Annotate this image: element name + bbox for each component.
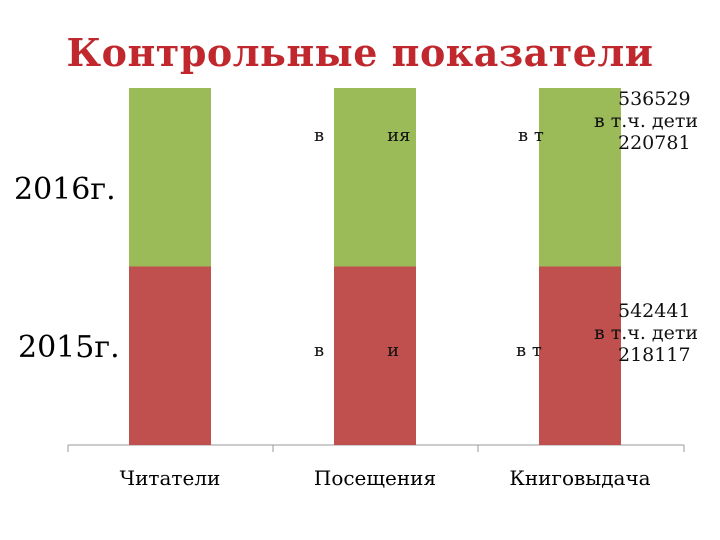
fragment-knigovydacha-2015: в т [516,340,542,361]
annotation-2016-children-label: в т.ч. дети [594,110,699,132]
chart-title: Контрольные показатели [66,30,654,75]
bar-3-series-2 [539,88,621,267]
annotation-2015-children: 218117 [618,344,691,366]
annotation-knigovydacha-2015: 542441 в т.ч. дети 218117 [594,300,698,366]
fragment-knigovydacha-2016: в т [518,125,544,146]
bar-2-series-1 [334,266,416,445]
annotation-2015-children-label: в т.ч. дети [594,322,699,344]
row-label-2016: 2016г. [14,172,116,207]
x-tick-label-3: Книговыдача [509,466,651,490]
annotation-2016-total: 536529 [618,88,691,110]
row-label-2015: 2015г. [18,330,120,365]
annotation-2015-total: 542441 [618,300,691,322]
x-tick-label-1: Читатели [119,466,221,490]
bar-1-series-2 [129,88,211,267]
x-tick-label-2: Посещения [313,466,437,490]
fragment-posescheniya-2016: в ия [314,125,411,146]
bar-3-series-1 [539,266,621,445]
annotation-2016-children: 220781 [618,132,691,154]
bar-1-series-1 [129,266,211,445]
annotation-knigovydacha-2016: 536529 в т.ч. дети 220781 [594,88,698,154]
bar-2-series-2 [334,88,416,267]
fragment-posescheniya-2015: в и [314,340,400,361]
